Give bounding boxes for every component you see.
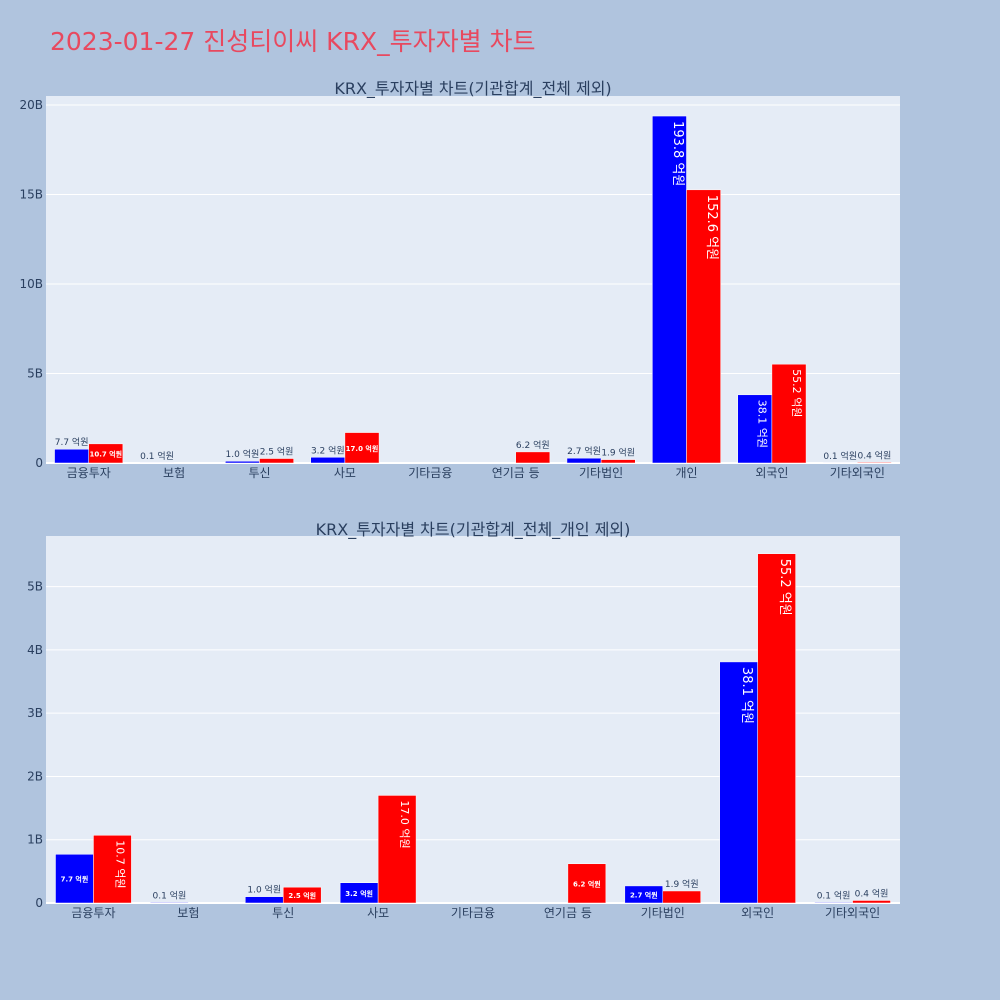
data-label: 17.0 억원 (398, 800, 411, 848)
x-tick-label: 보험 (163, 466, 185, 480)
bar (515, 451, 551, 464)
chart-title: KRX_투자자별 차트(기관합계_전체 제외) (334, 79, 611, 99)
y-tick-label: 1B (27, 833, 43, 847)
data-label: 193.8 억원 (670, 121, 685, 186)
data-label: 7.7 억원 (61, 875, 89, 884)
x-tick-label: 사모 (367, 906, 389, 920)
x-tick-label: 기타법인 (579, 466, 623, 480)
data-label: 1.9 억원 (665, 878, 699, 890)
data-label: 0.1 억원 (817, 889, 851, 901)
x-tick-label: 투신 (248, 466, 270, 480)
y-tick-label: 20B (19, 98, 43, 112)
data-label: 152.6 억원 (704, 195, 719, 260)
x-tick-label: 기타금융 (408, 466, 452, 480)
data-label: 38.1 억원 (739, 667, 754, 724)
data-label: 2.7 억원 (567, 445, 601, 457)
data-label: 55.2 억원 (790, 369, 803, 417)
x-tick-label: 보험 (177, 906, 199, 920)
data-label: 3.2 억원 (345, 889, 373, 898)
x-tick-label: 금융투자 (71, 906, 115, 920)
x-tick-label: 연기금 등 (492, 466, 540, 480)
x-tick-label: 기타외국인 (825, 906, 880, 920)
x-tick-label: 투신 (272, 906, 294, 920)
bar (377, 795, 417, 904)
y-tick-label: 5B (27, 366, 43, 380)
bar (652, 115, 687, 464)
page-title: 2023-01-27 진성티이씨 KRX_투자자별 차트 (50, 27, 536, 56)
x-tick-label: 개인 (675, 466, 697, 480)
data-label: 0.4 억원 (858, 449, 892, 461)
y-tick-label: 2B (27, 769, 43, 783)
data-label: 55.2 억원 (777, 559, 792, 616)
y-tick-label: 0 (35, 456, 43, 470)
data-label: 1.0 억원 (226, 448, 260, 460)
y-tick-label: 0 (35, 896, 43, 910)
y-tick-label: 15B (19, 187, 43, 201)
bar (567, 863, 607, 904)
bar (282, 886, 322, 904)
data-label: 0.1 억원 (152, 889, 186, 901)
bar (662, 890, 701, 904)
data-label: 2.7 억원 (630, 890, 658, 899)
bar (757, 553, 796, 904)
x-tick-label: 연기금 등 (544, 906, 592, 920)
bar (857, 462, 892, 464)
data-label: 10.7 억원 (89, 449, 122, 458)
bar (245, 896, 284, 904)
bar (55, 854, 94, 904)
data-label: 0.4 억원 (855, 887, 889, 899)
bar (852, 900, 891, 904)
bar (93, 835, 132, 904)
bar (771, 363, 807, 464)
x-tick-label: 기타외국인 (830, 466, 885, 480)
chart-all-investors: 0 5B 10B 15B 20B KRX_투자자별 차트(기관합계_전체 제외) 금융투자 보… (19, 79, 900, 480)
x-tick-label: 사모 (334, 466, 356, 480)
data-label: 2.5 억원 (260, 446, 294, 458)
bar (737, 394, 773, 464)
data-label: 7.7 억원 (55, 436, 89, 448)
data-label: 6.2 억원 (516, 439, 550, 451)
data-label: 0.1 억원 (823, 450, 857, 462)
bar (150, 902, 189, 904)
bar (814, 902, 853, 904)
y-tick-label: 5B (27, 580, 43, 594)
y-tick-label: 3B (27, 706, 43, 720)
data-label: 10.7 억원 (113, 840, 126, 888)
bar (88, 443, 124, 464)
data-label: 2.5 억원 (288, 891, 316, 900)
x-tick-label: 기타금융 (451, 906, 495, 920)
data-label: 17.0 억원 (346, 444, 379, 453)
chart-title: KRX_투자자별 차트(기관합계_전체_개인 제외) (316, 520, 631, 540)
bar (259, 458, 294, 464)
data-label: 38.1 억원 (756, 400, 769, 448)
x-tick-label: 외국인 (755, 466, 788, 480)
bar (600, 459, 636, 464)
x-tick-label: 기타법인 (641, 906, 685, 920)
data-label: 6.2 억원 (573, 879, 601, 888)
x-tick-label: 외국인 (741, 906, 774, 920)
data-label: 0.1 억원 (140, 450, 174, 462)
data-label: 1.9 억원 (601, 447, 635, 459)
x-tick-label: 금융투자 (67, 466, 111, 480)
data-label: 1.0 억원 (247, 884, 281, 896)
bar (719, 661, 758, 904)
data-label: 3.2 억원 (311, 444, 345, 456)
y-tick-label: 10B (19, 277, 43, 291)
y-tick-label: 4B (27, 643, 43, 657)
bar (686, 189, 721, 464)
bar (344, 432, 380, 464)
